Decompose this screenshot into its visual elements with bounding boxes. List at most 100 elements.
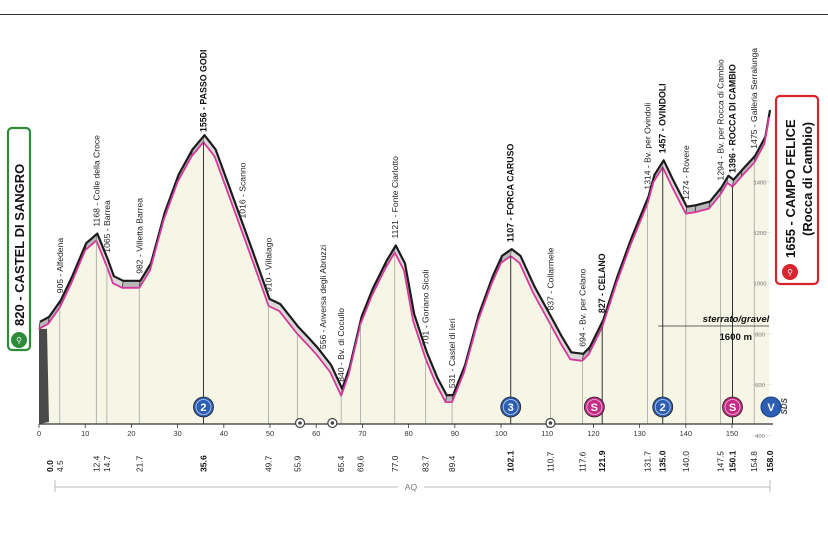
x-tick-label: 90 [451,429,459,438]
road-band-segment [436,377,447,403]
sprint-marker [583,396,605,418]
road-band-segment [533,286,552,325]
waypoint-km-label: 4.5 [55,460,65,472]
road-band-segment [203,135,216,157]
road-band-segment [297,326,308,345]
x-tick-label: 40 [220,429,228,438]
province-label-bg [398,480,424,492]
gpm-2-marker-ring [195,399,212,415]
x-tick-label: 50 [266,429,274,438]
y-tick-label: 1400 [754,180,767,186]
waypoint-km-label: 12.4 [91,455,101,472]
waypoint-label: 1556 - PASSO GODI [198,50,208,132]
gpm-3-marker-ring [502,399,519,415]
x-tick-label: 60 [312,429,320,438]
finish-marker-symbol: V [767,402,775,414]
feed-marker-dot [298,421,302,425]
road-band-segment [214,149,235,208]
waypoint-km-label: 140.0 [681,451,691,472]
x-tick-label: 30 [173,429,181,438]
road-band-segment [519,255,535,294]
x-tick-label: 20 [127,429,135,438]
road-band-segment [233,200,253,258]
waypoint-km-label: 110.7 [545,451,555,472]
gpm-2-marker-symbol: 2 [660,402,666,414]
x-tick-label: 120 [587,429,599,438]
finish-km-label: 158.0 [765,450,775,472]
waypoint-label: 1294 - Bv. per Rocca di Cambio [715,59,725,180]
start-bike-icon [11,332,27,348]
waypoint-drop-lines [59,142,755,424]
road-band-segment [306,337,318,355]
waypoint-label: 1457 - OVINDOLI [658,83,668,153]
gpm-2-marker-ring [654,399,671,415]
waypoint-label: 1016 - Scanno [237,162,247,218]
road-band-segment [330,364,343,396]
finish-name: 1655 - CAMPO FELICE [783,119,798,258]
x-tick-label: 0 [37,429,41,438]
waypoint-label: 531 - Castel di Ieri [447,318,457,388]
top-rule [0,14,828,15]
road-band-segment [662,160,673,187]
waypoint-km-label: 83.7 [421,455,431,472]
sprint-marker-symbol: S [591,402,598,414]
y-tick-label: 1000 [754,282,767,288]
waypoint-label: 694 - Bv. per Celano [577,268,587,346]
profile-line [38,116,770,403]
x-tick-label: 130 [633,429,645,438]
waypoint-km-label: 49.7 [264,455,274,472]
start-finish-flags: ⚲ 820 - CASTEL DI SANGRO ⚲ 1655 - CAMPO FEL… [6,94,820,352]
road-band-segment [106,259,114,284]
gpm-2-marker-symbol: 2 [200,402,206,414]
waypoint-label: 1065 - Barrea [102,200,112,253]
y-tick-label: 600 [755,383,765,389]
x-axis: 0 10 20 30 40 50 60 70 80 90 100 110 120 130 140 150 [37,423,773,438]
road-band-segment [413,314,427,360]
sds-label: SDS [780,397,789,414]
province-label: AQ [405,482,418,492]
road-band-segment [96,233,108,267]
sprint-marker [722,396,743,418]
waypoint-label: 1168 - Colle della Croce [91,135,101,227]
sprint-marker-ring [586,399,603,415]
gpm-3-marker [500,396,522,418]
road-band-segment [316,347,332,372]
elevation-profile [38,109,772,403]
road-band-segment [671,179,687,214]
province-bar: AQ [54,480,771,492]
waypoint-km-label: 21.7 [134,455,144,472]
waypoint-km-label: 69.6 [356,455,366,472]
course-markers: 2 3 S 2 S V SDS [193,396,789,429]
gravel-line2: 1600 m [719,332,752,343]
start-wall [39,328,49,424]
x-tick-label: 100 [495,429,507,438]
waypoint-km-label: 121.9 [597,450,607,472]
waypoint-label: 1314 - Bv. per Ovindoli [642,103,652,190]
waypoint-km-labels: 4.5 12.4 14.7 21.7 35.6 49.7 55.9 65.4 69.6 77.0 8… [45,450,775,472]
finish-banner [774,94,820,286]
waypoint-km-label: 102.1 [506,450,516,472]
y-tick-label: 1200 [754,231,767,237]
finish-subtitle: (Rocca di Cambio) [800,122,815,236]
waypoint-km-label: 35.6 [198,455,208,472]
waypoint-label: 701 - Goriano Sicoli [421,269,431,345]
x-tick-label: 150 [726,429,738,438]
road-band-segment [279,304,299,334]
finish-bike-glyph: ⚲ [787,268,793,277]
waypoint-label: 556 - Anversa degli Abruzzi [318,245,328,349]
road-band-segment [112,276,124,288]
waypoint-label: 1475 - Galleria Serralunga [749,48,759,149]
road-band-segment [425,352,438,385]
gravel-line1: sterrato/gravel [703,314,770,325]
start-bike-glyph: ⚲ [16,336,22,345]
road-band-segment [251,250,270,307]
waypoint-label: 910 - Villalago [264,237,274,292]
finish-marker [760,396,782,418]
waypoint-km-label: 55.9 [292,455,302,472]
waypoint-label: 1396 - ROCCA DI CAMBIO [728,64,738,173]
x-tick-label: 10 [81,429,89,438]
waypoint-label: 982 - Villetta Barrea [134,198,144,274]
